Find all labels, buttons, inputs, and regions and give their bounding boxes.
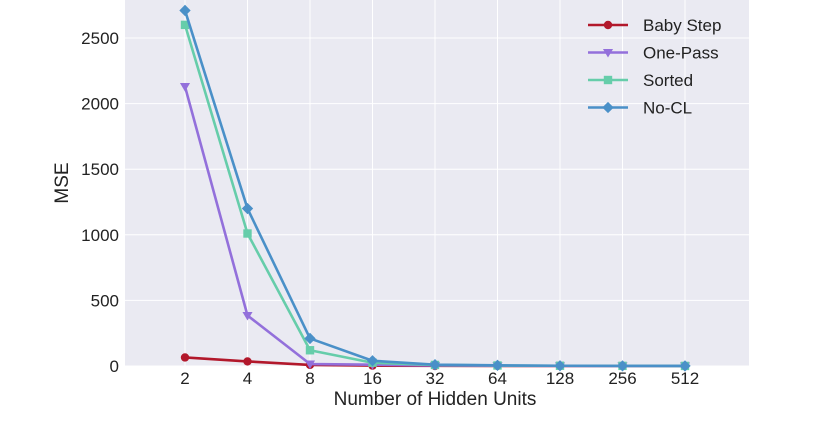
data-point — [616, 360, 629, 372]
legend-item: One-Pass — [588, 44, 719, 63]
data-point — [242, 311, 253, 321]
x-tick-label: 4 — [243, 369, 252, 388]
y-tick-label: 0 — [110, 357, 119, 376]
data-point — [366, 355, 379, 367]
x-axis-title: Number of Hidden Units — [334, 389, 537, 410]
data-point — [602, 48, 614, 58]
y-tick-label: 2500 — [81, 29, 119, 48]
data-point — [603, 75, 613, 85]
data-point — [180, 20, 190, 30]
series-layer — [179, 4, 691, 372]
data-point — [243, 229, 252, 238]
legend-item: Sorted — [588, 71, 693, 90]
legend-label: Sorted — [643, 71, 693, 90]
data-point — [241, 202, 254, 215]
data-point — [304, 360, 316, 370]
data-point — [491, 359, 504, 372]
data-point — [180, 353, 190, 362]
data-point — [603, 20, 613, 30]
y-tick-label: 2000 — [81, 95, 119, 114]
data-point — [679, 360, 691, 372]
plot-background — [125, 0, 749, 366]
x-tick-label: 16 — [363, 369, 382, 388]
y-tick-label: 1500 — [81, 160, 119, 179]
y-axis-ticks: 0 500 1000 1500 2000 2500 — [81, 29, 119, 376]
data-point — [179, 4, 191, 17]
x-tick-label: 512 — [671, 369, 699, 388]
data-point — [554, 360, 566, 372]
data-point — [305, 346, 315, 355]
y-tick-label: 500 — [91, 291, 119, 310]
x-tick-label: 64 — [488, 369, 507, 388]
data-point — [429, 359, 441, 371]
x-tick-label: 32 — [426, 369, 445, 388]
y-axis-title: MSE — [52, 162, 73, 203]
grid-lines — [125, 0, 749, 367]
y-tick-label: 1000 — [81, 226, 119, 245]
legend-label: No-CL — [643, 99, 692, 118]
data-point — [602, 101, 614, 114]
legend-item: No-CL — [588, 99, 692, 118]
legend: Baby Step One-Pass Sorted No-CL — [588, 16, 721, 118]
x-tick-label: 128 — [546, 369, 574, 388]
legend-item: Baby Step — [588, 16, 721, 35]
x-tick-label: 8 — [305, 369, 314, 388]
x-tick-label: 256 — [608, 369, 636, 388]
series-no-cl — [179, 4, 691, 372]
data-point — [243, 357, 252, 366]
data-point — [179, 83, 191, 92]
x-tick-label: 2 — [180, 369, 189, 388]
data-point — [304, 332, 316, 345]
x-axis-ticks: 2 4 8 16 32 64 128 256 512 — [180, 369, 699, 388]
legend-label: Baby Step — [643, 16, 721, 35]
legend-label: One-Pass — [643, 44, 719, 63]
